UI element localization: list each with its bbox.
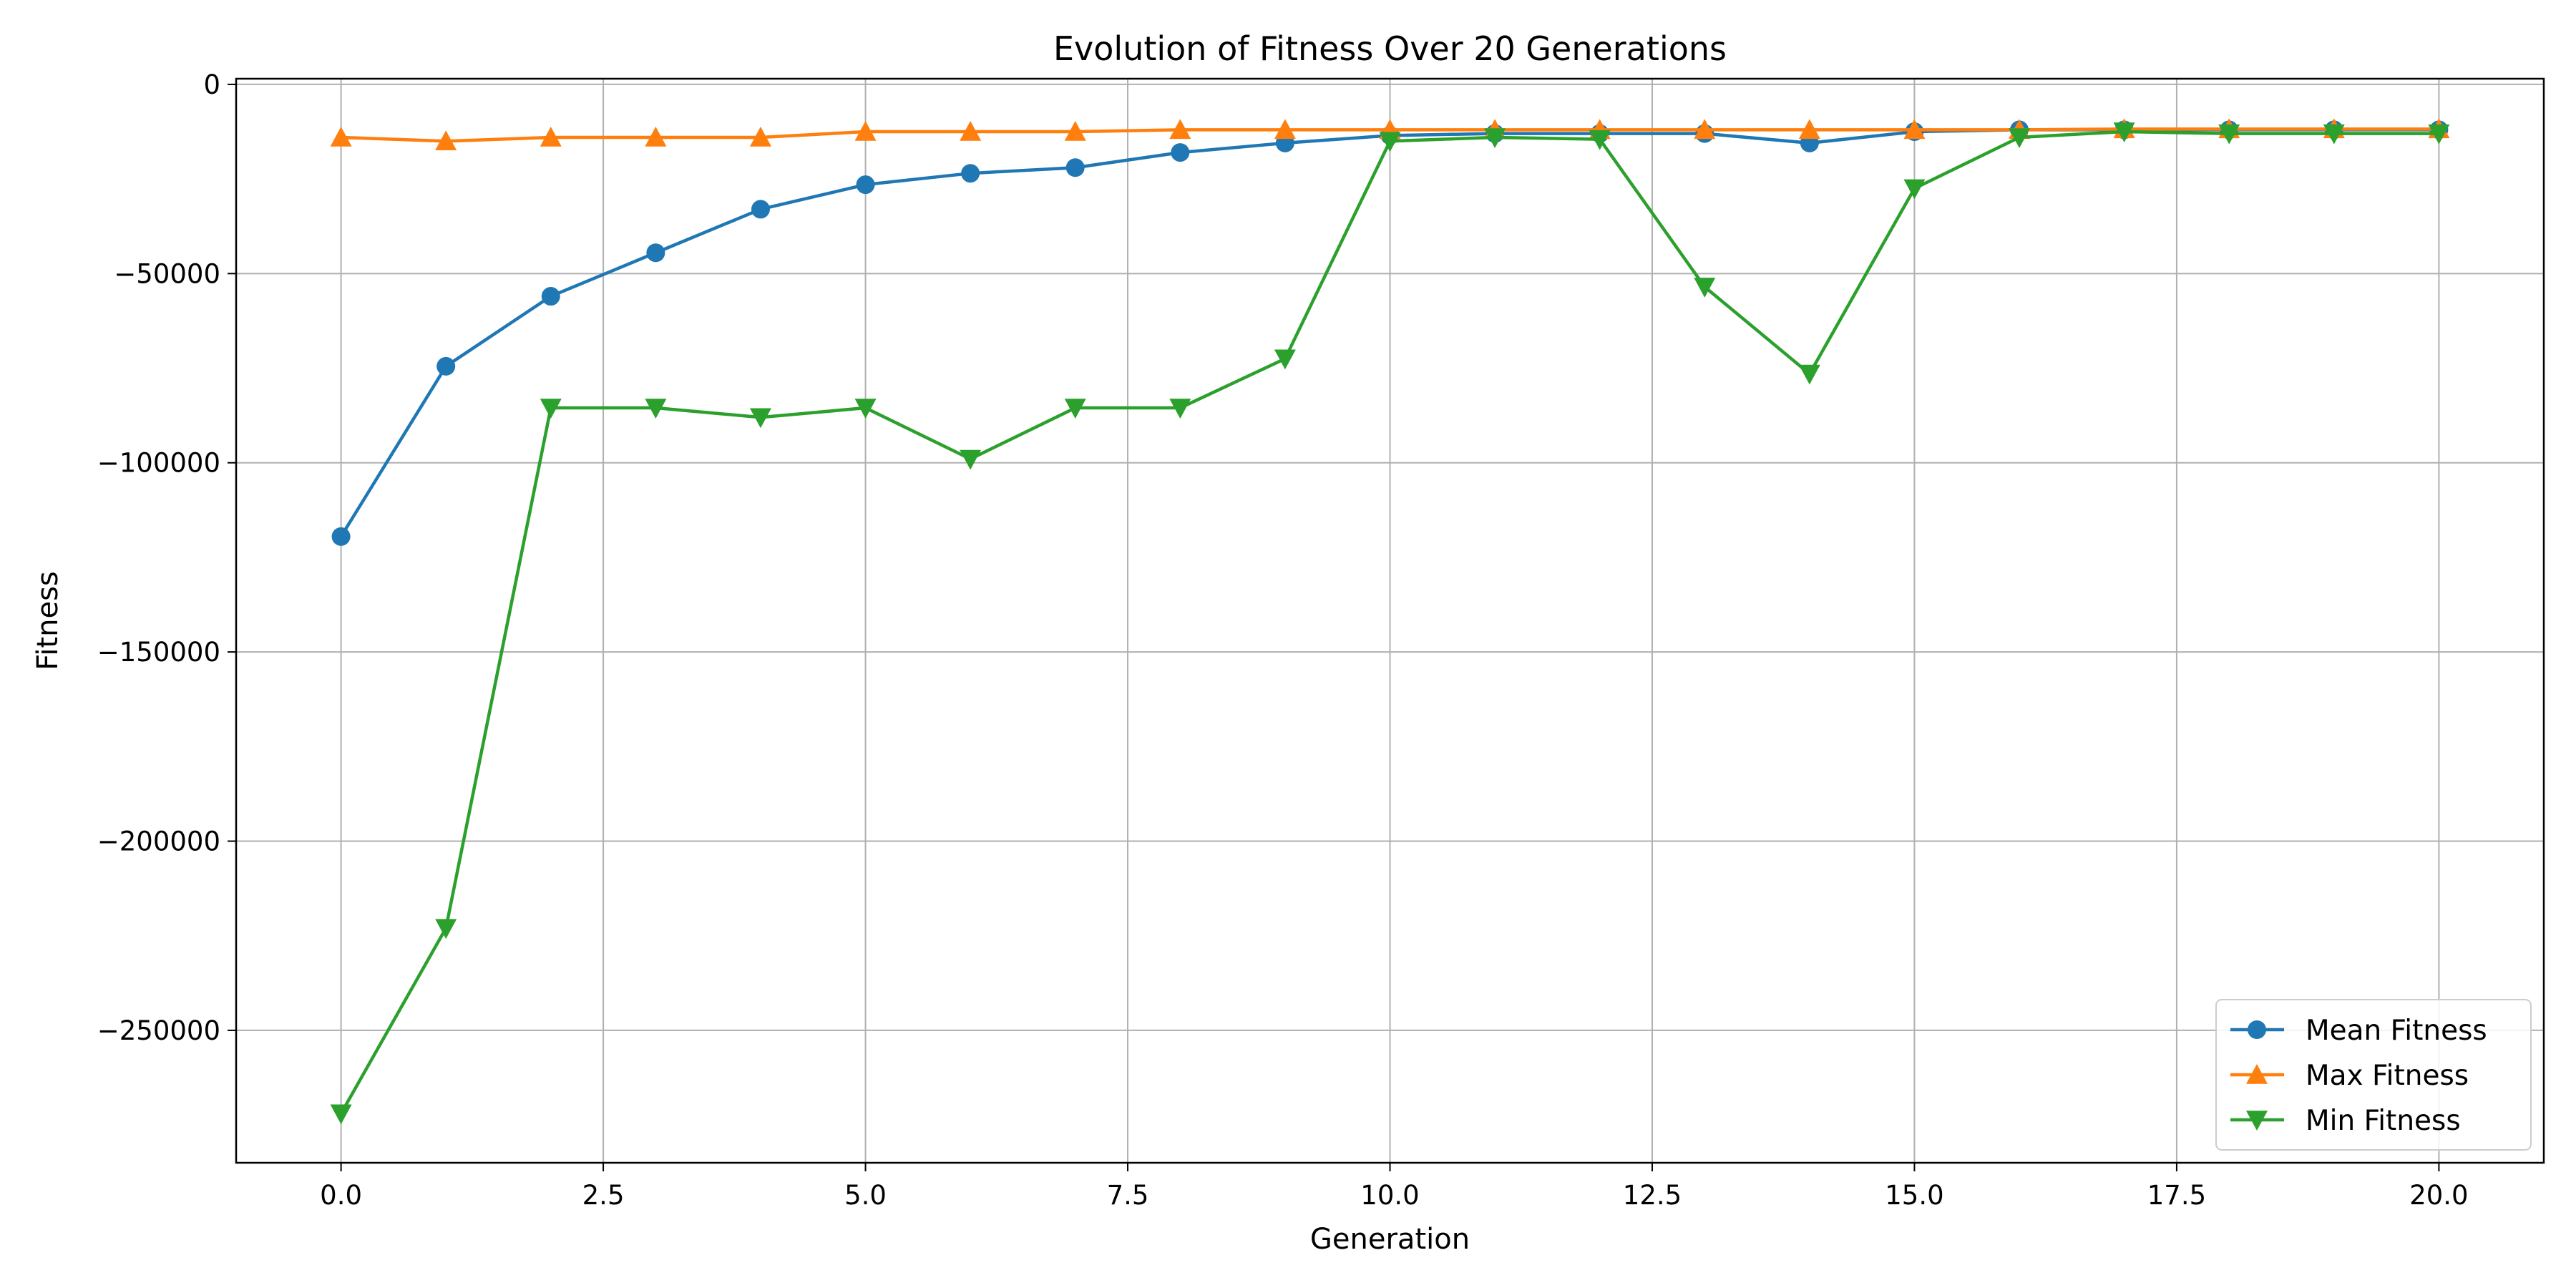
min-fitness-point [330, 1104, 352, 1125]
legend: Mean Fitness Max Fitness Min Fitness [2215, 999, 2532, 1151]
min-fitness-point [1694, 278, 1716, 298]
min-fitness-point [1484, 128, 1506, 148]
min-fitness-point [645, 399, 667, 419]
min-fitness-point [540, 399, 562, 419]
x-tick-label: 15.0 [1885, 1180, 1943, 1211]
min-fitness-legend-marker [2246, 1111, 2268, 1131]
min-fitness-point [2323, 124, 2345, 145]
max-fitness-point [749, 126, 771, 147]
x-tick-label: 12.5 [1623, 1180, 1682, 1211]
mean-fitness-point [961, 164, 980, 183]
min-fitness-point [2218, 124, 2240, 145]
y-tick-label: −250000 [97, 1015, 220, 1046]
mean-fitness-point [436, 356, 456, 376]
legend-label-max-fitness: Max Fitness [2306, 1060, 2469, 1092]
y-tick-label: −50000 [114, 258, 220, 289]
min-fitness-point [1589, 130, 1611, 150]
min-fitness-point [2428, 124, 2450, 145]
max-fitness-point [330, 126, 352, 147]
chart-title: Evolution of Fitness Over 20 Generations [1053, 29, 1727, 68]
max-fitness-point [435, 130, 457, 151]
max-fitness-point [1064, 121, 1086, 141]
y-tick-label: −150000 [97, 637, 220, 668]
max-fitness-point [1798, 119, 1820, 140]
legend-box [2215, 999, 2532, 1151]
min-fitness-point [960, 449, 982, 470]
min-fitness-point [1903, 179, 1926, 200]
y-tick-label: −100000 [97, 448, 220, 479]
y-axis-title: Fitness [31, 571, 64, 670]
mean-fitness-point [751, 200, 770, 219]
x-axis-title: Generation [1310, 1223, 1470, 1256]
mean-fitness-point [1171, 143, 1190, 162]
mean-fitness-point [646, 243, 665, 263]
min-fitness-point [1379, 132, 1401, 152]
min-fitness-series [330, 122, 2450, 1125]
x-tick-label: 5.0 [844, 1180, 887, 1211]
max-fitness-point [1903, 119, 1926, 140]
x-tick-label: 20.0 [2409, 1180, 2468, 1211]
grid-lines [236, 79, 2544, 1163]
x-tick-label: 10.0 [1360, 1180, 1419, 1211]
mean-fitness-point [331, 527, 351, 546]
x-tick-label: 17.5 [2147, 1180, 2206, 1211]
min-fitness-point [2113, 122, 2135, 143]
min-fitness-point [749, 408, 771, 429]
legend-label-min-fitness: Min Fitness [2306, 1105, 2461, 1137]
min-fitness-point [2009, 128, 2031, 148]
mean-fitness-point [856, 175, 875, 195]
mean-fitness-point [541, 287, 560, 306]
min-fitness-point [1169, 399, 1191, 419]
min-fitness-point [435, 919, 457, 940]
max-fitness-point [645, 126, 667, 147]
max-fitness-point [1274, 119, 1296, 140]
x-tick-label: 0.0 [320, 1180, 362, 1211]
x-tick-label: 2.5 [582, 1180, 625, 1211]
min-fitness-point [854, 399, 877, 419]
max-fitness-point [1694, 119, 1716, 140]
min-fitness-point [1274, 349, 1296, 370]
y-tick-label: 0 [203, 69, 220, 100]
series-lines [330, 118, 2450, 1125]
axis-ticks: 0.0 2.5 5.0 7.5 10.0 12.5 15.0 17.5 20.0 0 −50000 −… [97, 69, 2469, 1211]
y-tick-label: −200000 [97, 826, 220, 857]
max-fitness-legend-marker [2246, 1064, 2268, 1084]
max-fitness-point [960, 121, 982, 141]
legend-label-mean-fitness: Mean Fitness [2306, 1015, 2487, 1047]
min-fitness-point [1798, 364, 1820, 385]
min-fitness-point [1064, 399, 1086, 419]
max-fitness-point [1169, 119, 1191, 140]
mean-fitness-legend-marker [2248, 1020, 2266, 1039]
max-fitness-point [540, 126, 562, 147]
mean-fitness-point [1065, 158, 1085, 177]
x-tick-label: 7.5 [1107, 1180, 1149, 1211]
max-fitness-point [854, 121, 877, 141]
